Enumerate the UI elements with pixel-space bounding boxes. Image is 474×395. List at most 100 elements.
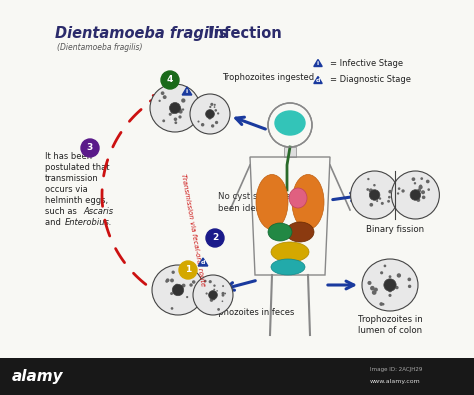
Circle shape (221, 294, 224, 297)
Circle shape (209, 280, 212, 283)
Ellipse shape (292, 175, 324, 229)
Circle shape (170, 278, 174, 282)
Circle shape (206, 229, 224, 247)
Circle shape (397, 273, 401, 278)
Circle shape (398, 187, 401, 190)
Circle shape (217, 308, 220, 311)
Ellipse shape (362, 259, 418, 311)
Polygon shape (198, 258, 208, 266)
Circle shape (215, 121, 218, 124)
Text: 2: 2 (212, 233, 218, 243)
Circle shape (221, 301, 223, 302)
Circle shape (426, 180, 429, 183)
Text: d: d (201, 260, 205, 265)
Text: = Infective Stage: = Infective Stage (330, 58, 403, 68)
Circle shape (158, 100, 161, 102)
Ellipse shape (256, 175, 288, 229)
Ellipse shape (275, 111, 305, 135)
Circle shape (408, 285, 411, 288)
Circle shape (422, 196, 426, 199)
Circle shape (374, 288, 378, 292)
Circle shape (384, 279, 396, 291)
Circle shape (209, 106, 211, 108)
Circle shape (380, 271, 383, 275)
Polygon shape (182, 87, 192, 95)
Circle shape (170, 292, 173, 295)
Circle shape (210, 298, 213, 302)
Circle shape (401, 189, 405, 193)
Circle shape (388, 190, 392, 194)
Text: Trophozoites ingested: Trophozoites ingested (222, 73, 314, 82)
Ellipse shape (152, 265, 204, 315)
Circle shape (212, 297, 215, 300)
Circle shape (81, 139, 99, 157)
Circle shape (383, 265, 386, 267)
Ellipse shape (351, 171, 399, 219)
Circle shape (388, 294, 392, 297)
Circle shape (172, 271, 175, 274)
Text: alamy: alamy (12, 369, 64, 384)
Text: occurs via: occurs via (45, 185, 88, 194)
Text: Infection: Infection (203, 26, 282, 41)
Text: (Dientamoeba fragilis): (Dientamoeba fragilis) (57, 43, 143, 52)
Circle shape (388, 196, 391, 199)
Circle shape (180, 285, 182, 288)
Circle shape (209, 291, 218, 299)
Text: i: i (186, 89, 188, 94)
Circle shape (161, 91, 164, 95)
Text: Enterobius.: Enterobius. (65, 218, 112, 227)
Circle shape (166, 278, 170, 282)
Circle shape (369, 188, 373, 193)
Circle shape (410, 190, 421, 200)
Circle shape (161, 71, 179, 89)
Polygon shape (314, 77, 322, 83)
Circle shape (214, 106, 215, 108)
Text: transmission: transmission (45, 174, 99, 183)
Circle shape (186, 296, 188, 298)
Circle shape (182, 108, 184, 111)
Circle shape (171, 111, 174, 114)
Polygon shape (314, 60, 322, 66)
Circle shape (213, 289, 215, 290)
Text: and: and (45, 218, 64, 227)
Circle shape (211, 124, 214, 128)
Circle shape (388, 288, 392, 292)
Ellipse shape (190, 94, 230, 134)
Text: Transmission via fecal-oral route: Transmission via fecal-oral route (180, 173, 206, 287)
Text: Image ID: 2ACJH29: Image ID: 2ACJH29 (370, 367, 422, 372)
Ellipse shape (271, 242, 309, 262)
Circle shape (204, 280, 207, 282)
Text: 4: 4 (167, 75, 173, 85)
Circle shape (162, 119, 165, 122)
Circle shape (206, 292, 208, 295)
Circle shape (179, 261, 197, 279)
Circle shape (381, 202, 384, 205)
Bar (284, 147, 296, 157)
Circle shape (192, 280, 195, 284)
Circle shape (419, 184, 422, 188)
Circle shape (222, 285, 224, 287)
Circle shape (206, 109, 214, 118)
Text: d: d (316, 78, 320, 83)
Text: Dientamoeba fragilis: Dientamoeba fragilis (55, 26, 228, 41)
Text: 3: 3 (87, 143, 93, 152)
Circle shape (367, 281, 372, 285)
Circle shape (216, 290, 218, 292)
Circle shape (201, 123, 204, 126)
Circle shape (179, 110, 182, 114)
Circle shape (411, 177, 415, 181)
Circle shape (379, 302, 383, 306)
Ellipse shape (392, 171, 439, 219)
Ellipse shape (289, 188, 307, 208)
Circle shape (221, 292, 225, 295)
Circle shape (419, 185, 423, 189)
Circle shape (210, 103, 213, 106)
Circle shape (372, 290, 376, 295)
Text: Trophozoites in feces: Trophozoites in feces (206, 308, 294, 317)
Circle shape (408, 278, 411, 281)
Circle shape (397, 192, 399, 195)
Circle shape (217, 112, 219, 115)
Ellipse shape (193, 275, 233, 315)
Text: i: i (317, 61, 319, 66)
Circle shape (213, 284, 216, 287)
